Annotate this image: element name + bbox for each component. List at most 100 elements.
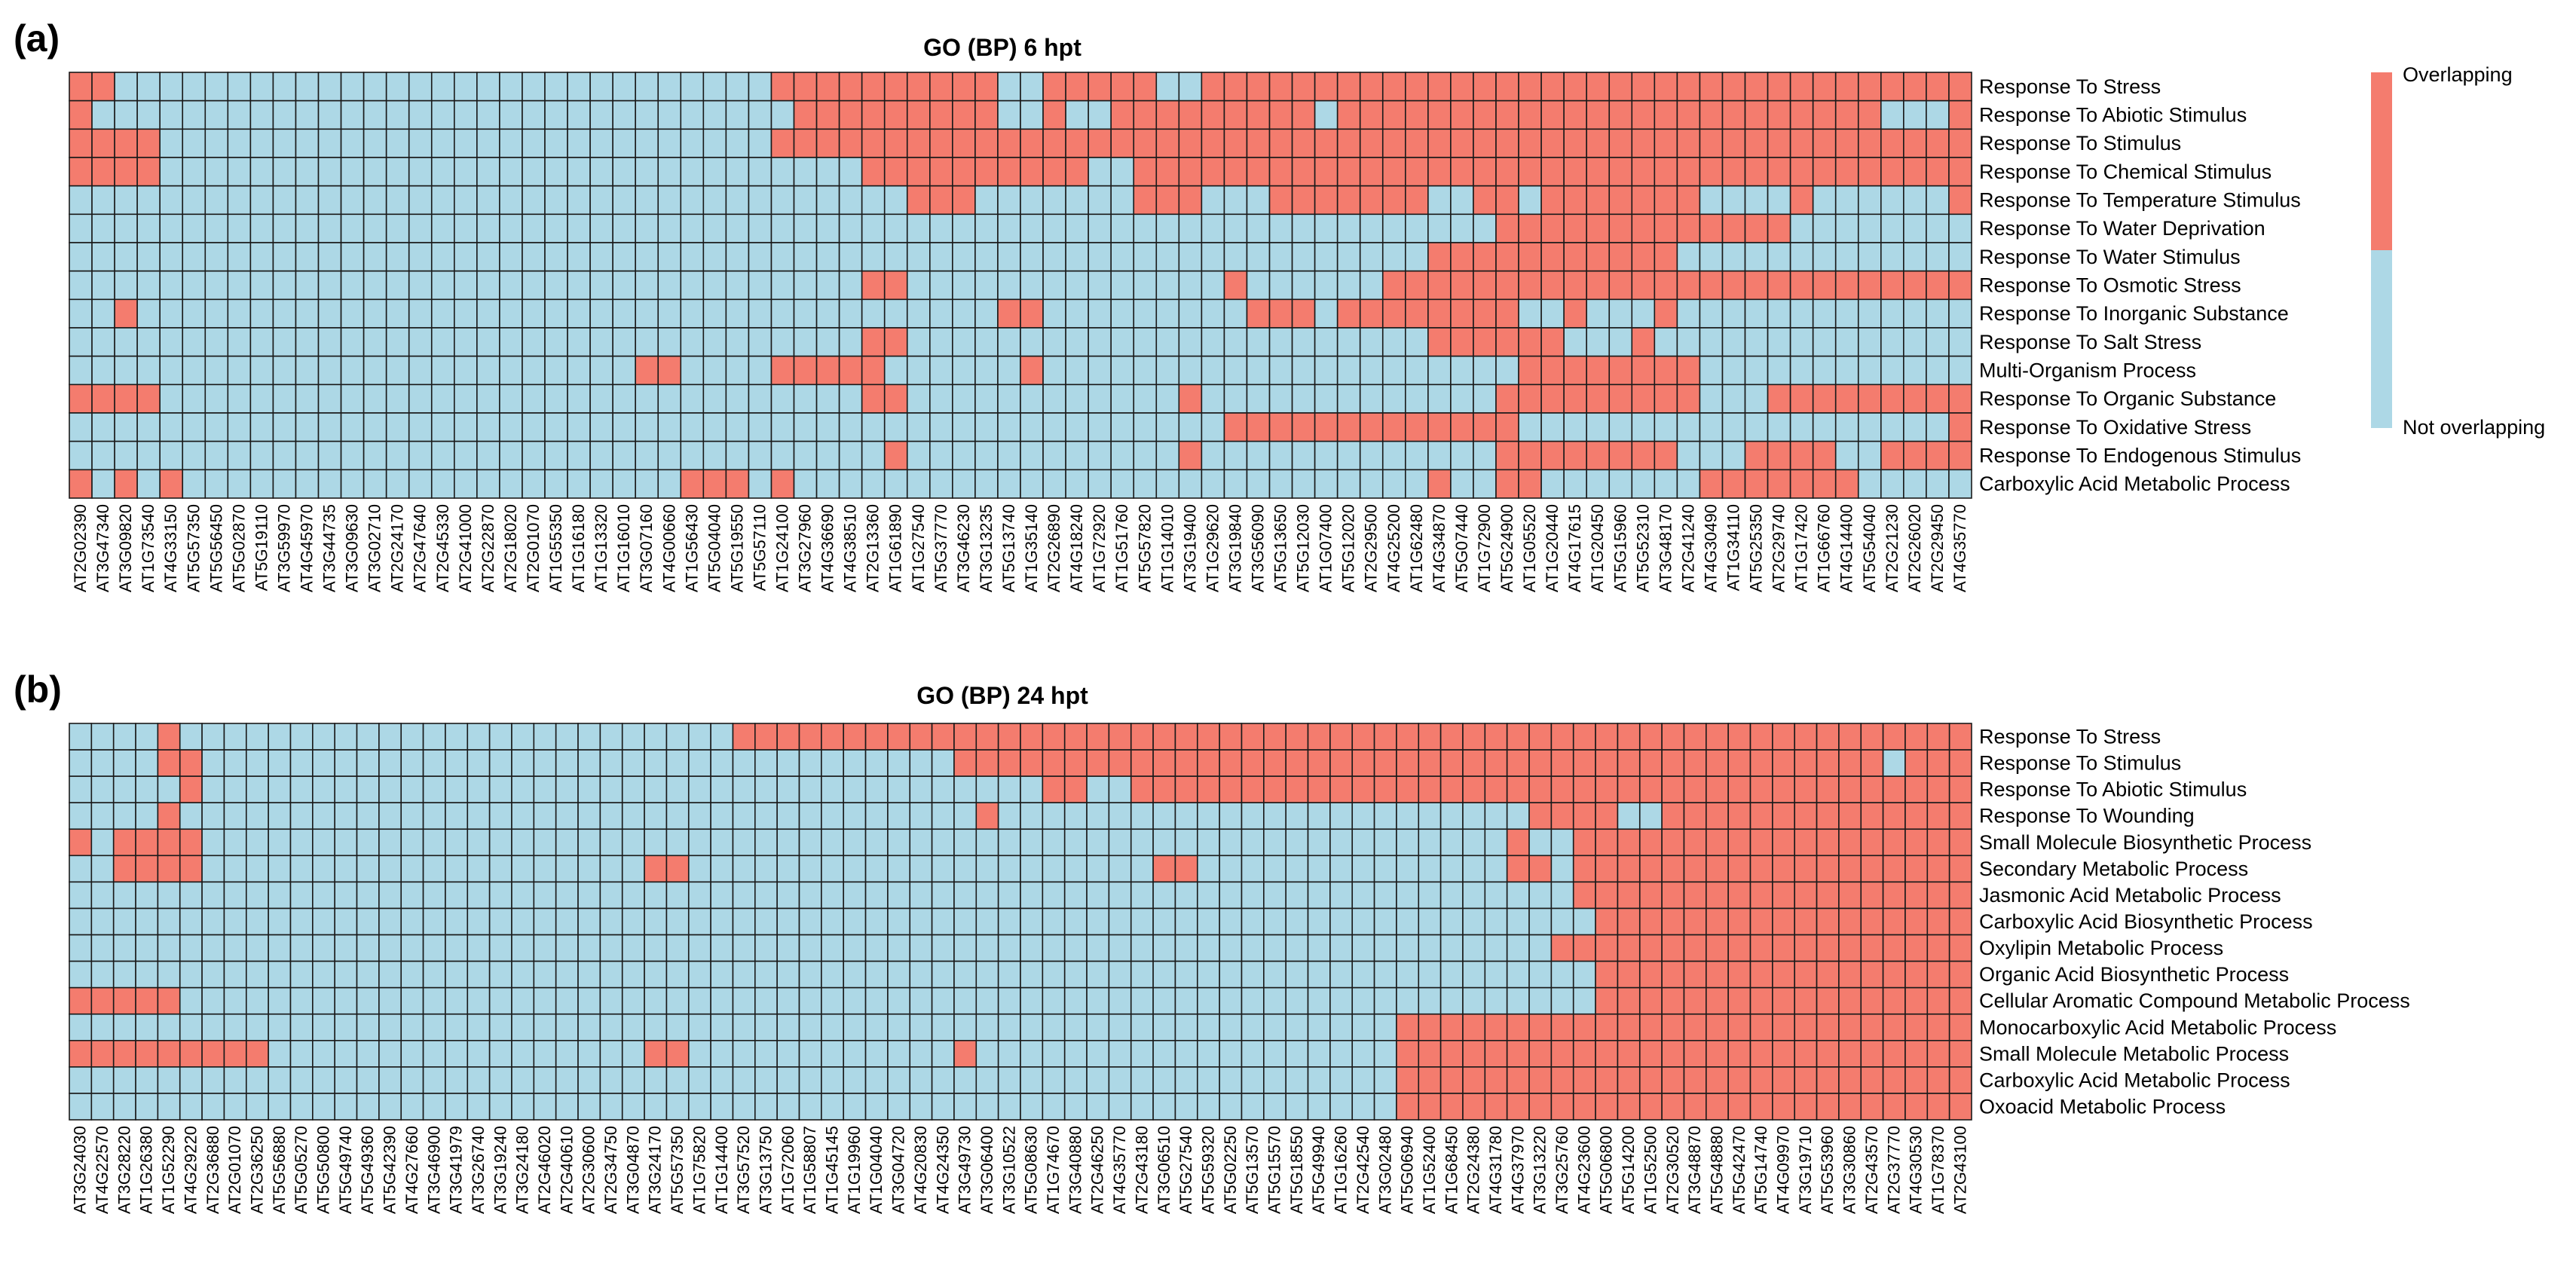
heatmap-cell [1699,242,1724,272]
heatmap-cell [1065,327,1089,357]
heatmap-cell [1586,99,1611,130]
row-label: Response To Endogenous Stimulus [1979,445,2301,467]
heatmap-cell [929,72,953,102]
heatmap-cell [1020,469,1044,499]
heatmap-cell [69,1066,93,1094]
heatmap-cell [1359,270,1384,301]
heatmap-cell [748,327,772,357]
heatmap-cell [179,802,203,830]
heatmap-cell [1794,802,1818,830]
heatmap-cell [1661,749,1685,777]
heatmap-cell [974,327,999,357]
heatmap-cell [1223,242,1248,272]
heatmap-cell [1174,881,1198,910]
heatmap-cell [533,881,557,910]
heatmap-cell [702,355,727,386]
heatmap-cell [599,907,623,936]
heatmap-cell [599,802,623,830]
heatmap-cell [1155,128,1180,158]
heatmap-cell [1263,1040,1286,1068]
heatmap-cell [665,1040,690,1068]
heatmap-cell [1130,749,1154,777]
heatmap-cell [1329,775,1354,804]
heatmap-cell [159,298,184,329]
heatmap-cell [929,469,953,499]
heatmap-cell [1285,855,1309,883]
heatmap-cell [953,1013,977,1041]
heatmap-cell [467,855,491,883]
heatmap-cell [334,1093,358,1121]
heatmap-cell [1654,213,1678,243]
heatmap-cell [1462,1013,1486,1041]
heatmap-cell [90,907,115,936]
heatmap-cell [1042,960,1066,989]
heatmap-cell [1904,907,1929,936]
heatmap-cell [1706,907,1729,936]
heatmap-cell [157,986,181,1015]
heatmap-cell [577,775,601,804]
heatmap-cell [430,157,455,187]
heatmap-cell [544,128,568,158]
heatmap-cell [1405,355,1429,386]
heatmap-cell [1706,1093,1729,1121]
heatmap-cell [1263,960,1286,989]
heatmap-cell [1721,298,1746,329]
heatmap-cell [702,270,727,301]
heatmap-cell [201,986,225,1015]
heatmap-cell [838,298,863,329]
heatmap-cell [748,99,772,130]
heatmap-cell [635,270,659,301]
column-label: AT2G29740 [1770,504,1788,592]
heatmap-cell [1484,1093,1508,1121]
heatmap-cell [1373,775,1397,804]
heatmap-cell [340,99,365,130]
heatmap-cell [1608,99,1633,130]
heatmap-cell [91,440,115,471]
heatmap-cell [952,157,976,187]
heatmap-cell [295,384,320,414]
heatmap-cell [1351,723,1375,751]
heatmap-cell [1196,881,1220,910]
heatmap-cell [1654,128,1678,158]
heatmap-cell [931,1040,955,1068]
column-label: AT5G54040 [1860,504,1879,592]
heatmap-cell [227,128,252,158]
column-label: AT4G18240 [1067,504,1086,592]
heatmap-cell [589,72,613,102]
heatmap-cell [577,960,601,989]
heatmap-cell [385,298,410,329]
heatmap-cell [136,327,161,357]
heatmap-cell [1563,355,1587,386]
heatmap-cell [1285,986,1309,1015]
heatmap-cell [1020,270,1044,301]
heatmap-cell [378,828,402,857]
heatmap-cell [511,1066,535,1094]
heatmap-cell [533,1040,557,1068]
column-label: AT1G72920 [1090,504,1109,592]
heatmap-cell [1427,157,1452,187]
heatmap-cell [1882,986,1906,1015]
heatmap-cell [1794,881,1818,910]
heatmap-cell [1727,1066,1751,1094]
heatmap-cell [1108,934,1132,962]
heatmap-cell [725,327,750,357]
heatmap-cell [1196,1093,1220,1121]
heatmap-cell [725,99,750,130]
heatmap-cell [400,802,424,830]
column-label: AT1G73540 [139,504,158,592]
heatmap-cell [687,802,711,830]
heatmap-cell [1381,185,1406,216]
heatmap-cell [422,1013,446,1041]
heatmap-cell [1223,128,1248,158]
heatmap-cell [555,907,579,936]
heatmap-cell [422,986,446,1015]
column-label: AT1G16010 [614,504,633,592]
heatmap-cell [1108,1040,1132,1068]
heatmap-cell [1065,270,1089,301]
heatmap-cell [1020,72,1044,102]
heatmap-cell [1794,986,1818,1015]
heatmap-cell [1904,986,1929,1015]
heatmap-cell [1550,1066,1574,1094]
heatmap-cell [1155,99,1180,130]
heatmap-cell [657,327,682,357]
